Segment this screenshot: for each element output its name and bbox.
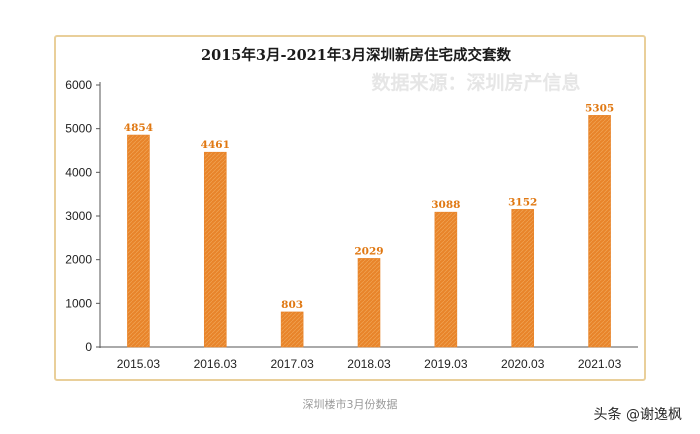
data-label: 4461 [201, 139, 230, 151]
x-tick-label: 2020.03 [501, 357, 545, 371]
y-tick-label: 4000 [65, 165, 92, 179]
bar-series: 4854 4461 803 2029 3088 3152 5305 [124, 102, 614, 348]
y-axis-ticks: 0 1000 2000 3000 4000 5000 6000 [65, 78, 100, 354]
y-tick-label: 0 [85, 340, 92, 354]
bar-2019.03 [434, 211, 458, 348]
x-tick-label: 2018.03 [347, 357, 391, 371]
bar-2018.03 [357, 258, 381, 348]
bar-2015.03 [127, 134, 150, 348]
image-caption: 深圳楼市3月份数据 [302, 398, 398, 411]
y-tick-label: 1000 [65, 296, 92, 310]
y-tick-label: 2000 [65, 253, 92, 267]
data-label: 5305 [585, 102, 614, 114]
data-label: 3088 [431, 199, 460, 211]
x-tick-label: 2017.03 [270, 357, 314, 371]
data-label: 803 [281, 299, 303, 311]
y-tick-label: 3000 [65, 209, 92, 223]
data-label: 3152 [508, 196, 537, 208]
bar-2017.03 [280, 311, 304, 348]
bar-chart: 2015年3月-2021年3月深圳新房住宅成交套数 数据来源：深圳房产信息 0 1… [65, 46, 638, 371]
y-tick-label: 6000 [65, 78, 92, 92]
bar-2020.03 [511, 209, 535, 348]
x-tick-label: 2016.03 [194, 357, 238, 371]
x-tick-label: 2021.03 [578, 357, 622, 371]
x-tick-label: 2015.03 [117, 357, 161, 371]
x-tick-label: 2019.03 [424, 357, 468, 371]
data-label: 2029 [354, 245, 383, 257]
x-axis-ticks: 2015.03 2016.03 2017.03 2018.03 2019.03 2020.… [117, 357, 622, 371]
chart-watermark: 数据来源：深圳房产信息 [371, 71, 580, 94]
author-credit: 头条 @谢逸枫 [593, 407, 682, 423]
bar-2016.03 [203, 151, 227, 348]
chart-frame: 2015年3月-2021年3月深圳新房住宅成交套数 数据来源：深圳房产信息 0 1… [54, 35, 646, 381]
data-label: 4854 [124, 122, 153, 134]
y-tick-label: 5000 [65, 122, 92, 136]
bar-2021.03 [588, 115, 611, 348]
chart-title: 2015年3月-2021年3月深圳新房住宅成交套数 [201, 46, 511, 64]
